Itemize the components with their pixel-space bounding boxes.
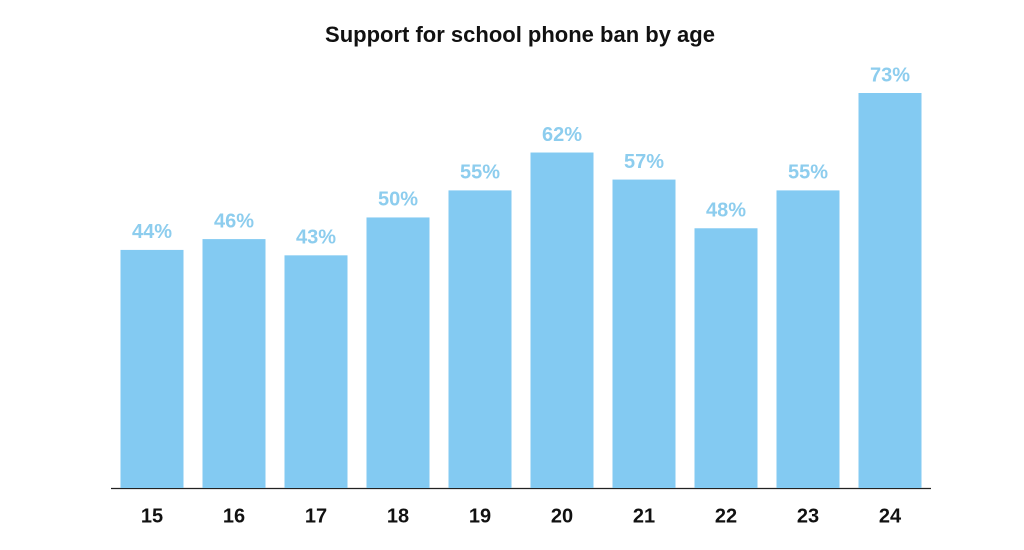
bar xyxy=(612,179,676,488)
bar xyxy=(120,249,184,488)
bar xyxy=(776,190,840,488)
bar xyxy=(858,93,922,488)
bar xyxy=(284,255,348,488)
x-tick-label: 18 xyxy=(387,505,409,527)
x-tick-label: 23 xyxy=(797,505,819,527)
value-label: 50% xyxy=(378,189,418,211)
value-label: 73% xyxy=(870,64,910,86)
chart-title: Support for school phone ban by age xyxy=(325,22,715,47)
x-tick-label: 17 xyxy=(305,505,327,527)
value-label: 62% xyxy=(542,124,582,146)
value-label: 55% xyxy=(460,162,500,184)
x-tick-label: 19 xyxy=(469,505,491,527)
bar xyxy=(448,190,512,488)
value-label: 57% xyxy=(624,151,664,173)
x-tick-label: 20 xyxy=(551,505,573,527)
x-tick-label: 21 xyxy=(633,505,655,527)
value-label: 46% xyxy=(214,210,254,232)
x-tick-label: 15 xyxy=(141,505,163,527)
value-label: 44% xyxy=(132,221,172,243)
bar xyxy=(202,239,266,488)
bar xyxy=(530,152,594,488)
value-label: 48% xyxy=(706,200,746,222)
x-tick-label: 16 xyxy=(223,505,245,527)
value-label: 43% xyxy=(296,227,336,249)
bar xyxy=(366,217,430,488)
x-tick-label: 24 xyxy=(879,505,902,527)
bar xyxy=(694,228,758,488)
value-label: 55% xyxy=(788,162,828,184)
x-tick-label: 22 xyxy=(715,505,737,527)
